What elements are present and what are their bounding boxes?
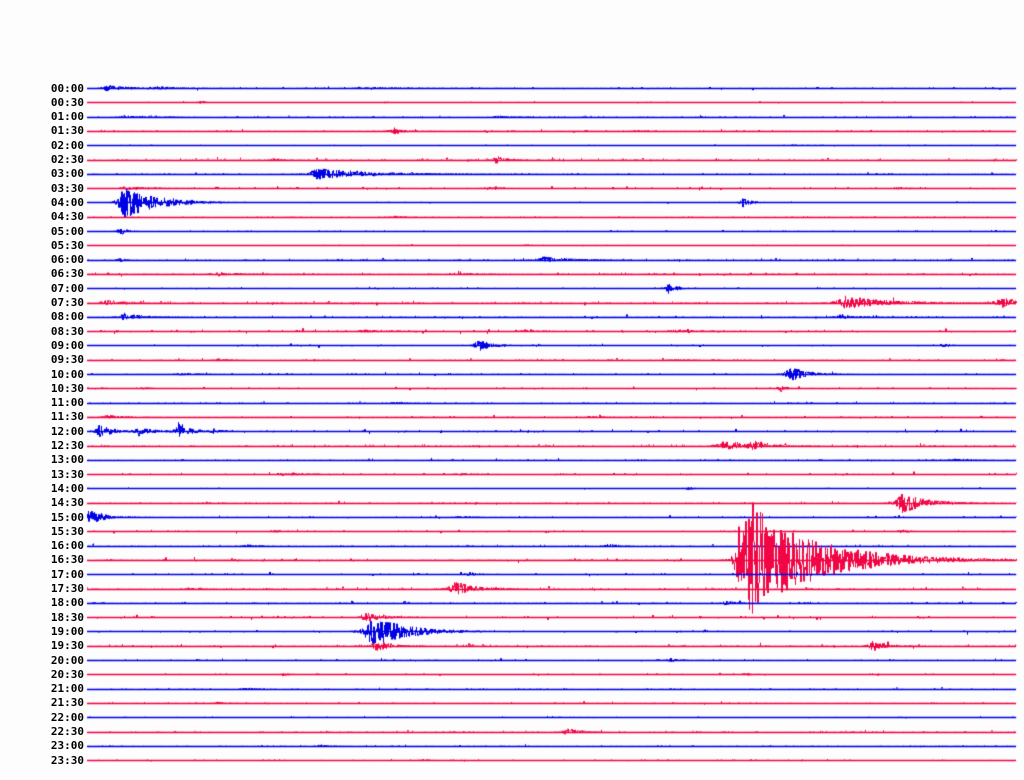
time-label: 17:00 (50, 567, 84, 581)
time-label: 22:00 (50, 710, 84, 724)
time-label: 15:30 (50, 524, 84, 538)
time-label: 19:00 (50, 624, 84, 638)
time-label: 03:30 (50, 181, 84, 195)
time-label: 11:00 (50, 396, 84, 410)
time-label: 04:30 (50, 210, 84, 224)
time-label: 06:30 (50, 267, 84, 281)
time-label: 21:00 (50, 682, 84, 696)
time-label: 23:30 (50, 753, 84, 767)
time-label: 11:30 (50, 410, 84, 424)
time-label: 08:00 (50, 310, 84, 324)
time-label: 13:30 (50, 467, 84, 481)
time-label: 19:30 (50, 639, 84, 653)
time-label: 12:30 (50, 439, 84, 452)
time-label: 03:00 (50, 167, 84, 181)
time-label: 07:30 (50, 296, 84, 309)
time-label: 02:30 (50, 153, 84, 166)
time-label: 13:00 (50, 453, 84, 467)
time-label: 20:00 (50, 653, 84, 667)
time-label: 15:00 (50, 510, 84, 524)
time-label: 10:00 (50, 367, 84, 381)
time-label: 01:00 (50, 110, 84, 124)
time-label: 01:30 (50, 124, 84, 138)
time-label: 22:30 (50, 725, 84, 738)
time-label: 09:30 (50, 353, 84, 367)
time-label: 08:30 (50, 324, 84, 338)
time-label: 09:00 (50, 338, 84, 352)
time-label: 06:00 (50, 253, 84, 267)
time-label: 14:00 (50, 481, 84, 495)
time-label: 05:30 (50, 238, 84, 252)
time-label: 00:30 (50, 95, 84, 109)
time-label: 00:00 (50, 81, 84, 95)
time-label: 18:30 (50, 610, 84, 624)
time-label: 18:00 (50, 596, 84, 610)
time-label: 04:00 (50, 195, 84, 209)
time-label: 21:30 (50, 696, 84, 710)
time-label: 16:00 (50, 539, 84, 553)
time-label: 23:00 (50, 739, 84, 753)
time-label: 05:00 (50, 224, 84, 238)
time-label: 20:30 (50, 667, 84, 681)
time-label: 16:30 (50, 553, 84, 567)
time-label: 12:00 (50, 424, 84, 438)
time-label: 14:30 (50, 496, 84, 510)
time-label: 02:00 (50, 138, 84, 152)
time-label: 17:30 (50, 582, 84, 595)
time-label: 07:00 (50, 281, 84, 295)
time-label: 10:30 (50, 381, 84, 395)
